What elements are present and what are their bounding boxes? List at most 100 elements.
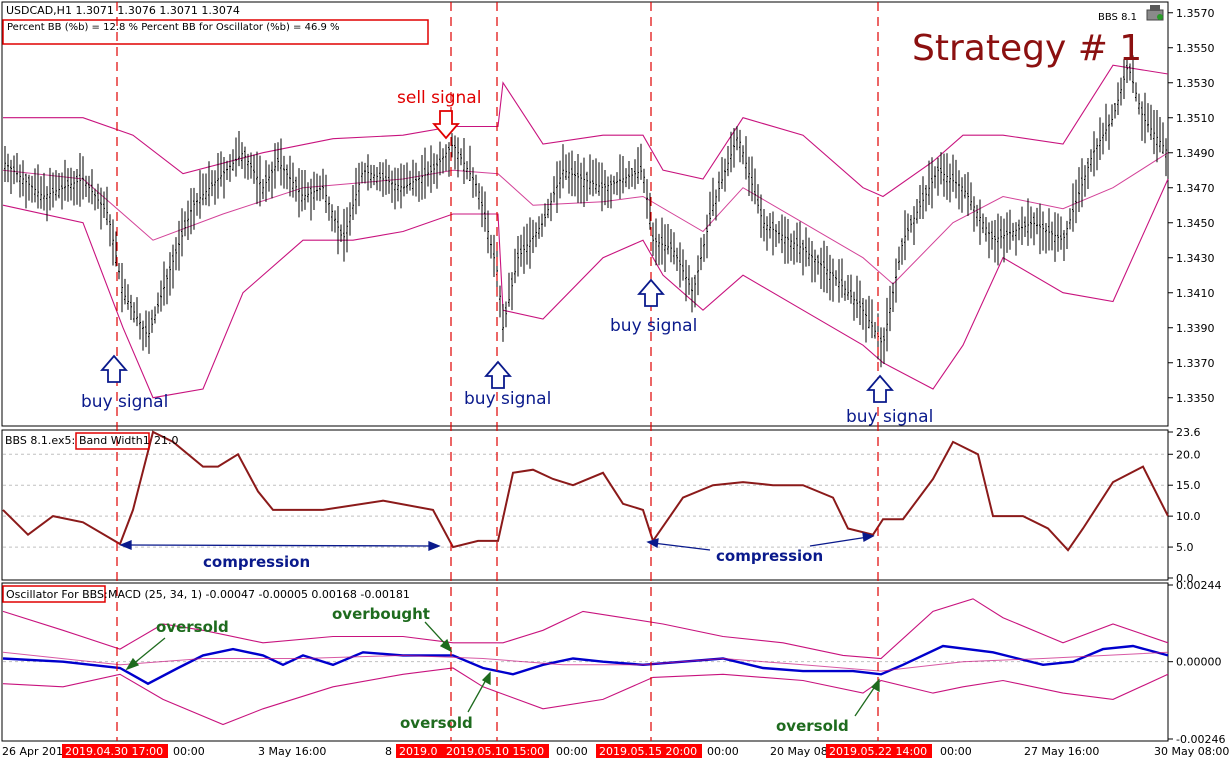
price-bar (469, 145, 471, 182)
price-bar (571, 150, 573, 197)
price-bar (658, 233, 660, 266)
price-bar (1006, 212, 1008, 253)
price-bar (466, 161, 468, 180)
price-bar (361, 161, 363, 184)
price-bar (1126, 59, 1128, 84)
signal-date-bg (396, 744, 443, 758)
price-bar (859, 280, 861, 326)
price-bar (508, 272, 510, 307)
price-bar (40, 176, 42, 209)
y-tick-label: 10.0 (1176, 510, 1201, 523)
osc-values: MACD (25, 34, 1) -0.00047 -0.00005 0.001… (108, 588, 410, 601)
y-tick-label: 1.3430 (1176, 252, 1215, 265)
signal-date-badge: 2019.05.10 15:00 (443, 744, 549, 758)
bandwidth-pane[interactable] (1, 429, 1169, 581)
price-bar (580, 162, 582, 204)
price-bar (790, 233, 792, 261)
price-bar (1054, 212, 1056, 262)
price-bar (577, 154, 579, 203)
price-bar (949, 163, 951, 203)
price-bar (340, 224, 342, 243)
signal-date-bg (62, 744, 168, 758)
price-bar (892, 282, 894, 312)
price-bar (607, 176, 609, 208)
x-tick-label: 8 (385, 745, 392, 758)
price-bar (1090, 149, 1092, 172)
price-bar (211, 170, 213, 197)
price-bar (286, 164, 288, 190)
x-tick-label: 20 May 08 (770, 745, 828, 758)
percent-bb-box (2, 19, 429, 45)
price-bar (85, 175, 87, 197)
price-bar (916, 199, 918, 224)
price-bar (154, 306, 156, 324)
osc-band-line (2, 598, 1169, 660)
price-bar (913, 206, 915, 246)
price-bar (400, 163, 402, 209)
price-bar (643, 168, 645, 194)
price-bar (721, 157, 723, 190)
price-bar (898, 246, 900, 271)
y-tick-label: 1.3550 (1176, 42, 1215, 55)
price-bar (424, 147, 426, 199)
price-bar (1111, 104, 1113, 127)
price-bar (253, 154, 255, 184)
y-tick-label: 1.3570 (1176, 7, 1215, 20)
price-bar (472, 167, 474, 198)
price-bar (775, 224, 777, 248)
price-bar (487, 210, 489, 254)
x-tick-label: 3 May 16:00 (258, 745, 326, 758)
price-bar (91, 169, 93, 205)
axes: 1.3570 1.3550 1.3530 1.3510 1.3490 1.3470 1.34… (2, 7, 1229, 758)
price-bar (259, 155, 261, 207)
price-bar (871, 299, 873, 339)
price-bar (1048, 208, 1050, 251)
price-bar (205, 173, 207, 206)
price-bar (115, 231, 117, 267)
y-tick-label: -0.00246 (1176, 733, 1225, 746)
price-bar (307, 182, 309, 203)
price-bar (223, 156, 225, 199)
y-tick-label: 1.3490 (1176, 147, 1215, 160)
price-bar (565, 154, 567, 180)
price-bar (934, 166, 936, 189)
price-bar (619, 154, 621, 199)
price-bar (367, 154, 369, 191)
price-bar (946, 153, 948, 200)
bw-name-box (75, 432, 150, 450)
badge-hat-icon (1146, 5, 1164, 21)
price-bar (349, 202, 351, 236)
price-bar (931, 157, 933, 209)
price-bar (1132, 55, 1134, 94)
price-bar (1087, 158, 1089, 189)
price-bar (1078, 167, 1080, 212)
price-bar (748, 156, 750, 196)
price-bar (766, 216, 768, 251)
bw-value: 21.0 (154, 434, 179, 447)
price-bar (304, 169, 306, 210)
price-bar (199, 170, 201, 219)
price-bar (343, 208, 345, 262)
price-bar (178, 220, 180, 271)
price-bar (172, 244, 174, 289)
price-bar (430, 145, 432, 193)
price-bar (901, 238, 903, 265)
price-bar (688, 265, 690, 295)
y-tick-label: 1.3510 (1176, 112, 1215, 125)
price-bar (1129, 63, 1131, 81)
signal-date-label: 2019.05.15 20:00 (599, 745, 697, 758)
price-bar (511, 272, 513, 311)
y-tick-label: 1.3470 (1176, 182, 1215, 195)
price-bar (112, 219, 114, 266)
price-bar (313, 171, 315, 211)
price-bar (727, 146, 729, 177)
price-bar (778, 221, 780, 244)
price-bar (1165, 138, 1167, 177)
price-bar (229, 154, 231, 182)
price-bar (847, 275, 849, 300)
price-bar (601, 162, 603, 212)
osc-band-line (2, 667, 1169, 726)
price-bar (973, 196, 975, 232)
price-bar (1105, 103, 1107, 142)
